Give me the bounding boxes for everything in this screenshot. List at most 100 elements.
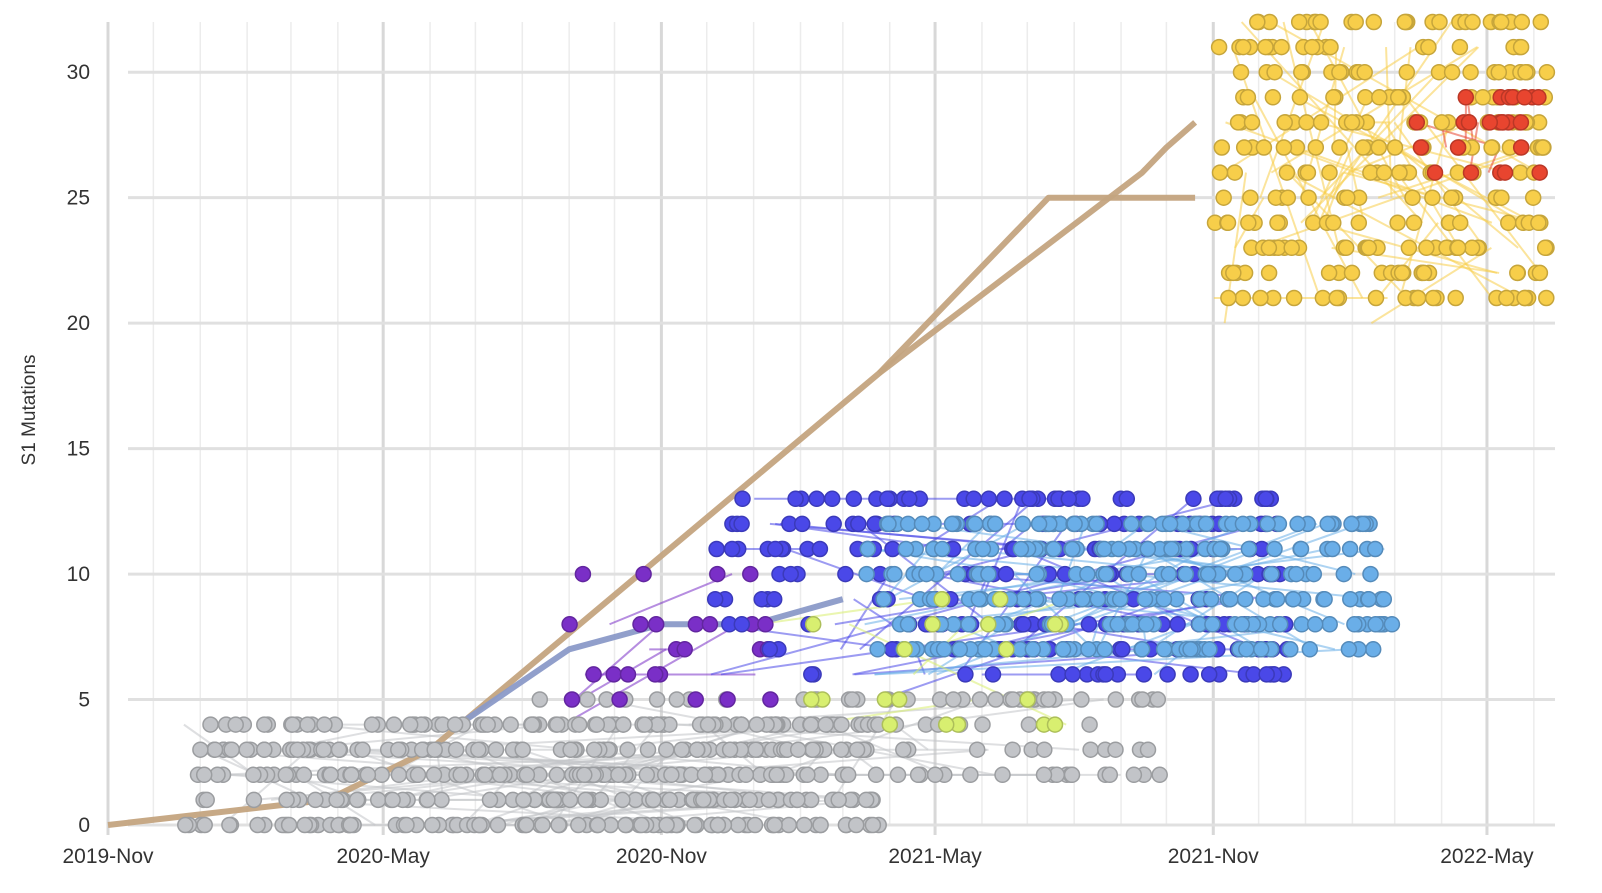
- data-point: [1213, 139, 1231, 156]
- data-point: [811, 540, 829, 558]
- data-point: [1405, 214, 1423, 232]
- data-point: [668, 691, 686, 708]
- data-point: [1074, 490, 1091, 508]
- data-point: [1464, 13, 1481, 31]
- data-point: [1500, 214, 1517, 232]
- data-point: [1063, 766, 1081, 784]
- lineage-branch: [539, 698, 1104, 776]
- data-point: [1185, 490, 1202, 508]
- data-point: [1236, 590, 1254, 608]
- lineage-branch: [824, 723, 946, 776]
- data-point: [1322, 38, 1339, 56]
- data-point: [1512, 164, 1529, 181]
- data-point: [658, 741, 675, 758]
- data-point: [721, 741, 739, 758]
- data-point: [994, 766, 1011, 784]
- lineage-branch: [1376, 222, 1439, 299]
- data-point: [1360, 239, 1378, 257]
- data-point: [289, 741, 306, 758]
- data-point: [1298, 114, 1315, 131]
- data-point: [980, 565, 997, 583]
- data-point: [1239, 89, 1257, 106]
- data-point: [909, 766, 927, 784]
- data-point: [1125, 766, 1143, 784]
- data-point: [1342, 590, 1359, 608]
- data-point: [489, 816, 507, 834]
- data-point: [833, 716, 850, 733]
- lineage-branch: [1025, 573, 1336, 651]
- data-point: [830, 791, 847, 809]
- data-point: [741, 791, 758, 809]
- data-point: [761, 641, 779, 658]
- data-point: [563, 691, 581, 708]
- data-point: [249, 816, 266, 834]
- data-point: [1073, 691, 1090, 708]
- data-point: [570, 716, 588, 733]
- data-point: [610, 766, 627, 784]
- data-point: [409, 766, 427, 784]
- x-tick-label: 2022-May: [1440, 845, 1534, 868]
- data-point: [1097, 565, 1115, 583]
- data-point: [359, 766, 377, 784]
- data-point: [867, 766, 885, 784]
- y-tick-label: 25: [67, 187, 90, 210]
- data-point: [1051, 590, 1068, 608]
- data-point: [1538, 289, 1555, 307]
- data-point: [1279, 189, 1297, 206]
- data-point: [639, 741, 657, 758]
- data-point: [987, 691, 1004, 708]
- data-point: [1088, 515, 1105, 533]
- data-point: [1109, 616, 1126, 633]
- data-point: [1512, 114, 1530, 131]
- data-point: [256, 741, 273, 758]
- data-point: [1252, 289, 1269, 307]
- data-point: [1343, 515, 1360, 533]
- data-point: [1356, 63, 1373, 81]
- data-point: [890, 691, 908, 708]
- data-point: [1259, 515, 1276, 533]
- data-point: [296, 816, 314, 834]
- data-point: [924, 616, 941, 633]
- data-point: [1362, 565, 1379, 583]
- data-point: [425, 766, 443, 784]
- data-point: [1462, 63, 1479, 81]
- data-point: [1046, 716, 1064, 733]
- data-point: [1220, 289, 1237, 307]
- data-point: [470, 741, 487, 758]
- data-point: [1107, 741, 1124, 758]
- data-point: [1354, 139, 1372, 156]
- data-point: [1451, 214, 1469, 232]
- data-point: [793, 515, 811, 533]
- data-point: [1118, 490, 1136, 508]
- data-point: [879, 490, 896, 508]
- data-point: [1035, 766, 1053, 784]
- data-point: [1215, 189, 1232, 206]
- lineage-branch: [573, 623, 662, 701]
- data-point: [585, 741, 603, 758]
- data-point: [1463, 239, 1481, 257]
- data-point: [1306, 616, 1324, 633]
- data-point: [221, 816, 238, 834]
- data-point: [588, 716, 606, 733]
- data-point: [1136, 590, 1154, 608]
- data-point: [734, 490, 751, 508]
- data-point: [760, 791, 778, 809]
- data-point: [1287, 565, 1305, 583]
- y-axis-label: S1 Mutations: [19, 355, 40, 466]
- data-point: [514, 741, 531, 758]
- data-point: [737, 766, 755, 784]
- data-point: [980, 490, 998, 508]
- data-point: [768, 766, 785, 784]
- data-point: [645, 791, 662, 809]
- lineage-branch: [1323, 172, 1344, 224]
- data-point: [1133, 641, 1151, 658]
- data-point: [1014, 515, 1032, 533]
- data-point: [545, 791, 563, 809]
- trunk-line: [457, 596, 844, 728]
- data-point: [968, 741, 986, 758]
- lineage-branch: [609, 573, 733, 626]
- data-point: [951, 641, 969, 658]
- data-point: [1312, 13, 1329, 31]
- data-point: [1367, 289, 1385, 307]
- data-point: [1391, 164, 1408, 181]
